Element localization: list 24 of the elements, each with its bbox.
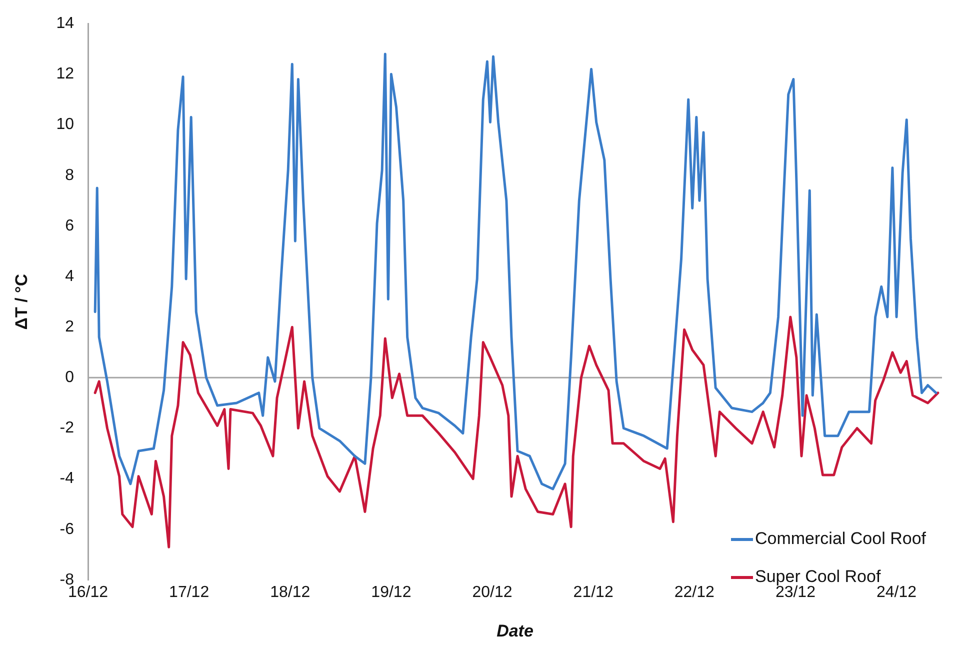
x-tick-label: 17/12 (169, 584, 210, 602)
x-tick-label: 20/12 (472, 584, 512, 602)
y-tick-label: 4 (65, 268, 74, 285)
y-axis-title: ΔT / °C (12, 274, 31, 330)
x-tick-label: 24/12 (876, 584, 917, 602)
y-tick-label: 8 (65, 166, 74, 184)
x-tick-label: 18/12 (270, 584, 310, 602)
legend-label: Commercial Cool Roof (755, 529, 926, 549)
y-tick-label: 6 (65, 217, 74, 234)
y-tick-label: 14 (56, 15, 74, 32)
y-tick-label: -6 (60, 520, 74, 538)
x-tick-label: 16/12 (68, 584, 108, 602)
x-tick-label: 19/12 (371, 584, 412, 602)
y-tick-label: 2 (65, 318, 74, 336)
x-axis-title: Date (496, 621, 534, 640)
y-tick-label: -2 (60, 420, 74, 437)
legend-label: Super Cool Roof (755, 567, 881, 586)
x-tick-label: 23/12 (775, 584, 816, 602)
y-tick-label: 10 (56, 116, 74, 134)
y-tick-label: 0 (65, 369, 74, 386)
y-tick-label: -4 (60, 470, 74, 488)
x-tick-label: 21/12 (573, 584, 614, 602)
x-tick-label: 22/12 (674, 584, 715, 602)
y-tick-label: 12 (56, 66, 74, 83)
